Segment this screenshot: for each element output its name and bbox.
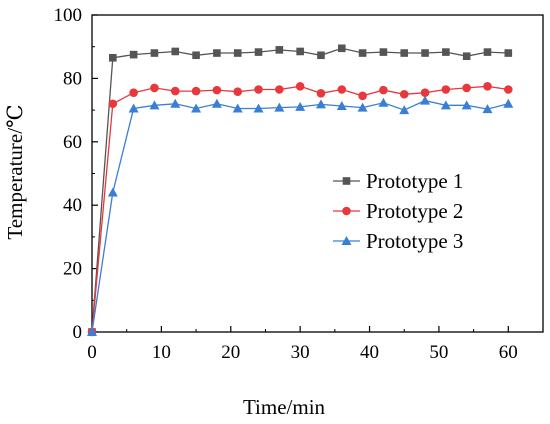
series-2 xyxy=(87,82,513,337)
plot-frame xyxy=(91,14,544,333)
data-point xyxy=(420,88,430,97)
data-point xyxy=(462,83,471,93)
data-point xyxy=(400,49,409,57)
y-tick-label: 60 xyxy=(63,132,82,153)
series-1 xyxy=(88,44,513,336)
data-point xyxy=(421,49,429,57)
y-tick-label: 100 xyxy=(54,5,83,26)
data-point xyxy=(295,101,306,111)
data-point xyxy=(275,85,284,94)
axes xyxy=(91,14,544,333)
data-point xyxy=(233,87,243,97)
data-point xyxy=(171,47,180,56)
data-point xyxy=(379,85,388,95)
x-tick-label: 10 xyxy=(152,342,171,363)
data-point xyxy=(254,85,263,94)
data-point xyxy=(191,86,201,96)
ticks: 0 10 20 30 40 50 60 0 20 40 60 80 100 xyxy=(54,5,518,363)
data-point xyxy=(213,49,221,57)
legend-marker xyxy=(342,177,351,185)
data-point xyxy=(462,52,471,61)
x-tick-label: 60 xyxy=(499,342,518,363)
data-point xyxy=(317,51,325,60)
data-point xyxy=(461,100,472,110)
data-point xyxy=(192,51,200,60)
data-point xyxy=(275,46,284,54)
data-point xyxy=(211,98,222,108)
data-point xyxy=(170,98,181,108)
legend-label: Prototype 2 xyxy=(366,199,463,223)
x-tick-label: 20 xyxy=(221,342,240,363)
data-point xyxy=(357,102,368,112)
y-tick-label: 20 xyxy=(63,259,82,280)
data-point xyxy=(504,49,513,57)
x-tick-label: 30 xyxy=(291,342,310,363)
data-point xyxy=(503,98,514,108)
data-point xyxy=(358,91,367,101)
data-point xyxy=(129,88,138,97)
data-point xyxy=(504,85,513,94)
data-point xyxy=(150,49,159,57)
data-point xyxy=(149,100,160,110)
data-point xyxy=(170,86,180,96)
data-point xyxy=(483,82,492,91)
data-point xyxy=(109,53,117,62)
legend-label: Prototype 1 xyxy=(366,169,463,193)
legend-marker xyxy=(341,236,352,245)
series-3 xyxy=(87,95,514,336)
data-point xyxy=(420,95,431,105)
y-axis-title: Temperature/℃ xyxy=(3,104,27,239)
data-point xyxy=(399,89,409,99)
legend-item: Prototype 2 xyxy=(333,199,463,223)
data-point xyxy=(129,50,138,59)
data-point xyxy=(483,48,492,56)
x-tick-label: 0 xyxy=(87,342,97,363)
data-point xyxy=(87,327,97,336)
data-point xyxy=(295,82,305,91)
data-point xyxy=(212,85,222,95)
data-point xyxy=(296,47,304,56)
data-point xyxy=(108,99,118,109)
legend-marker xyxy=(342,206,351,216)
data-point xyxy=(337,44,346,53)
y-tick-label: 80 xyxy=(63,68,82,89)
data-point xyxy=(233,49,242,57)
x-tick-label: 50 xyxy=(429,342,448,363)
data-point xyxy=(107,187,118,197)
data-point xyxy=(378,97,389,107)
legend-label: Prototype 3 xyxy=(366,229,463,253)
data-point xyxy=(191,103,202,113)
data-point xyxy=(440,100,451,110)
data-point xyxy=(150,83,159,93)
y-tick-label: 40 xyxy=(63,195,82,216)
data-point xyxy=(379,48,388,56)
data-point xyxy=(232,103,243,113)
data-point xyxy=(274,102,285,112)
series-layer xyxy=(87,44,514,337)
legend-item: Prototype 3 xyxy=(333,229,463,253)
data-point xyxy=(336,100,347,110)
legend: Prototype 1 Prototype 2 Prototype 3 xyxy=(333,169,463,253)
data-point xyxy=(358,49,367,57)
data-point xyxy=(128,103,139,113)
data-point xyxy=(337,85,347,94)
data-point xyxy=(254,48,263,56)
data-point xyxy=(482,104,493,114)
data-point xyxy=(441,85,451,94)
data-point xyxy=(315,99,326,109)
data-point xyxy=(316,88,326,98)
x-axis-title: Time/min xyxy=(243,395,326,419)
x-tick-label: 40 xyxy=(360,342,379,363)
data-point xyxy=(399,105,410,115)
legend-item: Prototype 1 xyxy=(333,169,463,193)
data-point xyxy=(253,103,264,113)
data-point xyxy=(442,48,450,56)
y-tick-label: 0 xyxy=(73,322,83,343)
